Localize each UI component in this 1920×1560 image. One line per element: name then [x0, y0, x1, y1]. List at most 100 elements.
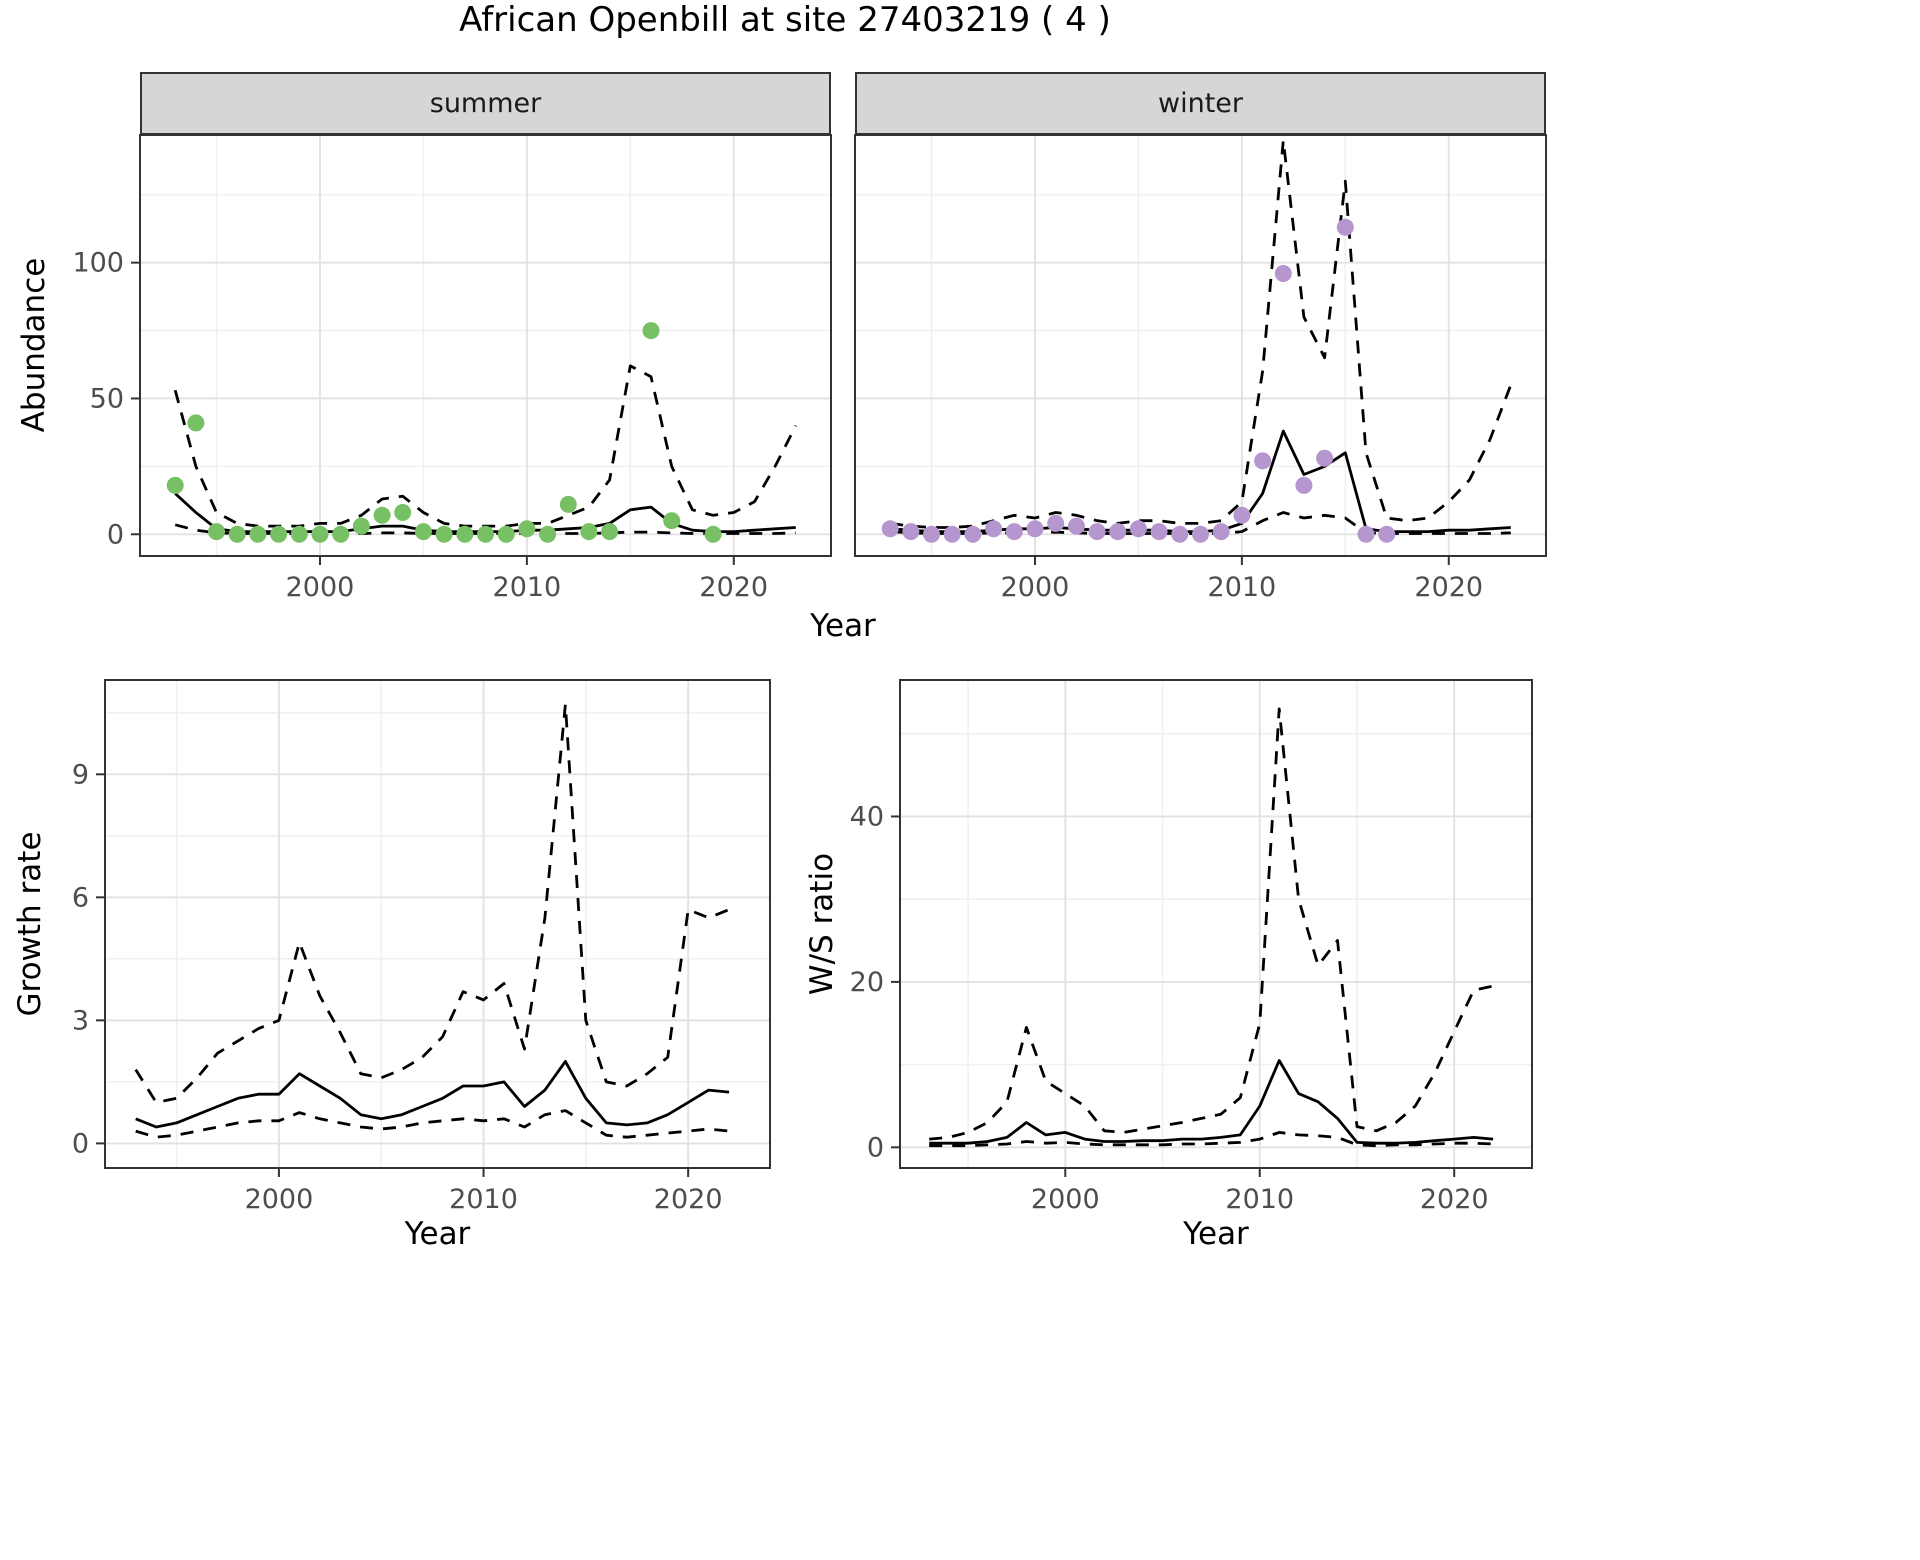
x-tick-label: 2000 [245, 1184, 314, 1215]
x-axis-label-year-bottom-left: Year [404, 1216, 471, 1252]
panel-border [104, 679, 771, 1169]
panel-abundance-winter: 2000 2010 2020 [854, 134, 1547, 603]
x-tick-label: 2020 [1420, 1184, 1489, 1215]
data-point [985, 520, 1003, 538]
y-tick-label: 100 [72, 248, 124, 279]
x-tick-label: 2010 [1208, 572, 1277, 603]
panel-growth-rate: 2000 2010 2020 0 3 6 9 [72, 679, 771, 1215]
data-point [477, 525, 494, 543]
panel-abundance-summer: 2000 2010 2020 0 50 100 [72, 134, 832, 603]
facet-strip-winter-label: winter [1158, 88, 1243, 119]
data-point [601, 523, 619, 541]
data-point [1357, 525, 1375, 543]
data-point [1233, 506, 1251, 524]
y-tick-label: 0 [867, 1132, 884, 1163]
x-tick-label: 2020 [654, 1184, 723, 1215]
data-point [394, 504, 412, 521]
data-point [290, 525, 308, 543]
data-point [456, 525, 474, 543]
ws-ratio-lower-ci-line [929, 1131, 1494, 1148]
data-point [373, 506, 391, 524]
data-point [270, 525, 288, 543]
x-tick-label: 2010 [493, 572, 562, 603]
x-tick-label: 2000 [286, 572, 355, 603]
y-tick-label: 0 [72, 1128, 89, 1159]
facet-strip-summer: summer [140, 72, 831, 135]
x-tick-label: 2000 [1031, 1184, 1100, 1215]
data-point [539, 525, 557, 543]
y-tick-label: 6 [72, 882, 89, 913]
data-point [580, 523, 598, 541]
growth-rate-upper-ci-line [134, 703, 730, 1104]
data-point [352, 517, 370, 535]
data-point [964, 525, 982, 543]
data-point [559, 495, 577, 513]
data-point [311, 525, 329, 543]
data-point [704, 525, 722, 543]
data-point [1316, 449, 1334, 467]
data-point [1067, 517, 1085, 535]
data-point [1150, 523, 1168, 541]
abundance-winter-observed-points [881, 218, 1396, 543]
data-point [1274, 265, 1292, 282]
y-tick-label: 9 [72, 759, 89, 790]
data-point [1171, 525, 1189, 543]
abundance-winter-upper-ci-line [890, 138, 1513, 529]
y-tick-label: 3 [72, 1005, 89, 1036]
data-point [228, 525, 246, 543]
data-point [1109, 523, 1127, 541]
data-point [518, 520, 536, 538]
data-point [497, 525, 515, 543]
data-point [414, 523, 432, 541]
data-point [923, 525, 940, 543]
data-point [1129, 520, 1147, 538]
y-tick-label: 0 [107, 519, 124, 550]
x-tick-label: 2020 [1414, 572, 1483, 603]
growth-rate-lower-ci-line [135, 1109, 730, 1139]
x-axis-label-year-bottom-right: Year [1183, 1216, 1249, 1252]
growth-rate-fit-line [135, 1060, 730, 1129]
data-point [1336, 218, 1354, 236]
chart-title: African Openbill at site 27403219 ( 4 ) [459, 0, 1111, 40]
data-point [642, 322, 660, 340]
data-point [208, 523, 225, 541]
data-point [943, 525, 961, 543]
data-point [166, 476, 184, 494]
data-point [1026, 520, 1044, 538]
y-tick-label: 20 [850, 967, 884, 998]
y-tick-label: 40 [850, 801, 884, 832]
y-axis-label-abundance: Abundance [16, 257, 52, 433]
y-tick-label: 50 [90, 383, 124, 414]
x-tick-label: 2020 [699, 572, 768, 603]
y-axis-label-ws-ratio: W/S ratio [804, 852, 840, 996]
data-point [1378, 525, 1396, 543]
x-axis-label-year-top: Year [810, 608, 876, 644]
ws-ratio-fit-line [929, 1059, 1494, 1145]
data-point [1047, 514, 1065, 532]
data-point [1254, 452, 1272, 470]
data-point [187, 414, 205, 432]
data-point [1295, 476, 1313, 494]
data-point [881, 520, 899, 538]
data-point [1005, 523, 1023, 541]
data-point [435, 525, 453, 543]
panel-border [854, 134, 1547, 557]
panel-ws-ratio: 2000 2010 2020 0 20 40 [850, 679, 1533, 1215]
ws-ratio-upper-ci-line [929, 707, 1494, 1141]
facet-strip-summer-label: summer [429, 88, 542, 119]
x-tick-label: 2010 [449, 1184, 518, 1215]
data-point [249, 525, 267, 543]
facet-strip-winter: winter [855, 72, 1546, 135]
panel-border [139, 134, 832, 557]
y-axis-label-growth-rate: Growth rate [12, 831, 48, 1017]
abundance-summer-upper-ci-line [173, 364, 798, 528]
data-point [663, 512, 681, 530]
data-point [902, 523, 920, 541]
data-point [332, 525, 350, 543]
data-point [1088, 523, 1106, 541]
abundance-winter-fit-line [890, 429, 1511, 533]
x-tick-label: 2000 [1001, 572, 1070, 603]
panel-border [899, 679, 1533, 1169]
